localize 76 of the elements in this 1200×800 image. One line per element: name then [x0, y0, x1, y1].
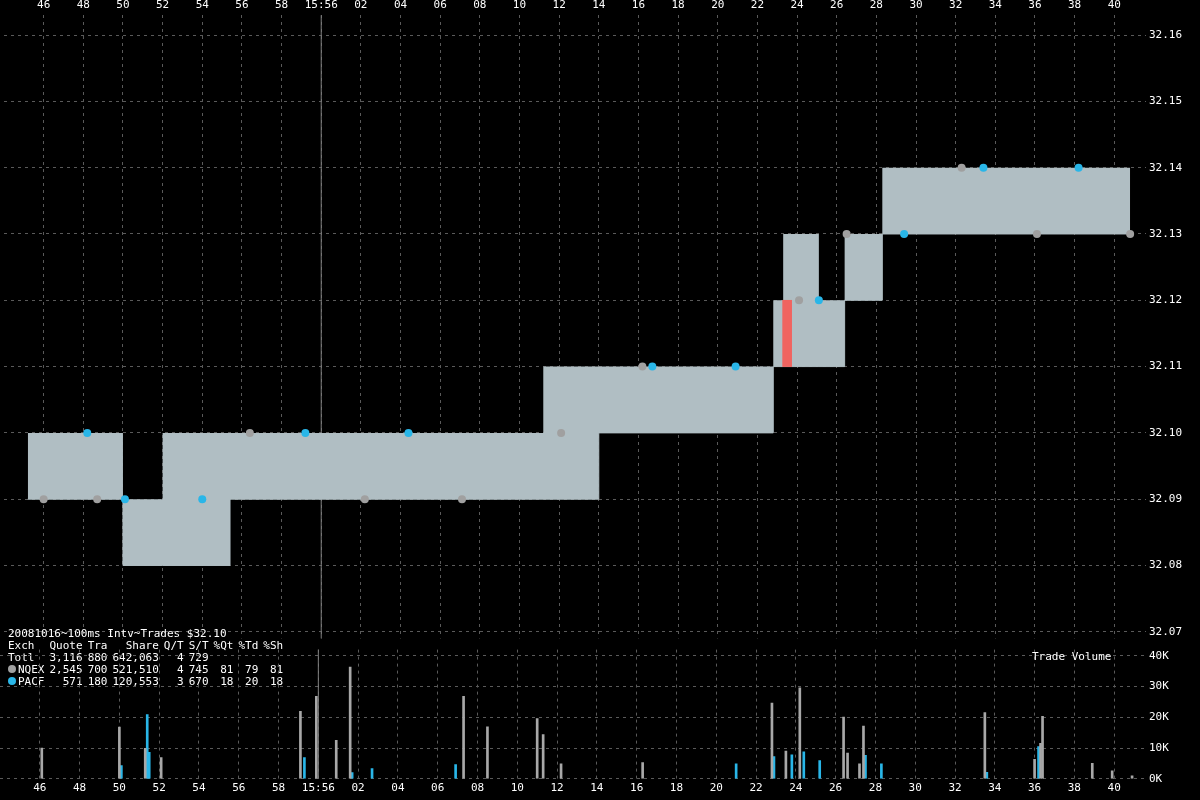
- x-tick-label: 10: [512, 0, 527, 12]
- x-tick-label: 20: [711, 0, 725, 12]
- x-tick-label: 18: [671, 0, 685, 12]
- annotation: Trade Volume: [1032, 650, 1112, 663]
- x-tick-label: 50: [112, 781, 126, 795]
- x-tick-label: 26: [829, 781, 843, 795]
- x-tick-label: 54: [192, 781, 206, 795]
- x-tick-label: 58: [274, 0, 289, 12]
- x-tick-label: 02: [354, 0, 368, 12]
- x-tick-label: 40: [1107, 781, 1121, 795]
- x-tick-label: 26: [830, 0, 844, 12]
- x-tick-label: 48: [76, 0, 90, 12]
- x-tick-label: 58: [271, 781, 286, 795]
- x-tick-label: 10: [510, 781, 524, 795]
- legend-label: NQEX: [17, 663, 45, 676]
- annotation: 20081016~100ms Intv~Trades $32.10: [8, 627, 228, 640]
- x-tick-label: 30: [909, 0, 923, 12]
- y-tick-label: 0K: [1149, 771, 1163, 785]
- y-tick-label: 32.10: [1149, 425, 1183, 439]
- x-tick-label: 40: [1107, 0, 1121, 12]
- x-tick-label: 30: [908, 781, 922, 795]
- y-tick-label: 32.15: [1149, 94, 1183, 108]
- x-tick-label: 04: [391, 781, 405, 795]
- y-tick-label: 40K: [1149, 648, 1170, 662]
- y-tick-label: 30K: [1149, 679, 1170, 693]
- x-tick-label: 15:56: [304, 0, 338, 12]
- x-tick-label: 12: [550, 781, 564, 795]
- y-tick-label: 32.09: [1149, 492, 1183, 506]
- x-tick-label: 46: [37, 0, 51, 12]
- x-tick-label: 28: [868, 781, 883, 795]
- y-tick-label: 32.12: [1149, 293, 1183, 307]
- y-tick-label: 32.07: [1149, 624, 1183, 638]
- x-tick-label: 08: [473, 0, 487, 12]
- y-tick-label: 32.14: [1149, 160, 1183, 174]
- x-tick-label: 04: [393, 0, 408, 12]
- x-tick-label: 34: [988, 0, 1003, 12]
- x-tick-label: 32: [948, 781, 962, 795]
- x-tick-label: 56: [235, 0, 249, 12]
- y-tick-label: 32.08: [1149, 558, 1183, 572]
- x-tick-label: 22: [749, 781, 763, 795]
- x-tick-label: 46: [33, 781, 47, 795]
- x-tick-label: 22: [750, 0, 765, 12]
- x-tick-label: 52: [152, 781, 166, 795]
- x-tick-label: 06: [431, 781, 445, 795]
- x-tick-label: 52: [155, 0, 170, 12]
- y-tick-label: 32.11: [1149, 359, 1183, 373]
- y-tick-label: 32.13: [1149, 226, 1183, 240]
- y-tick-label: 20K: [1149, 710, 1170, 724]
- x-tick-label: 14: [592, 0, 606, 12]
- x-tick-label: 36: [1027, 781, 1042, 795]
- x-tick-label: 14: [590, 781, 604, 795]
- x-tick-label: 16: [631, 0, 646, 12]
- x-tick-label: 15:56: [301, 781, 335, 795]
- x-tick-label: 08: [470, 781, 485, 795]
- y-tick-label: 32.16: [1149, 27, 1183, 41]
- x-tick-label: 38: [1068, 0, 1082, 12]
- x-tick-label: 18: [669, 781, 684, 795]
- x-tick-label: 34: [988, 781, 1002, 795]
- text: Exch Quote Tra Share Q/T S/T %Qt %Td %Sh: [8, 639, 284, 652]
- x-tick-label: 02: [351, 781, 365, 795]
- y-tick-label: 10K: [1149, 740, 1170, 754]
- x-tick-label: 48: [72, 781, 87, 795]
- x-tick-label: 54: [195, 0, 210, 12]
- x-tick-label: 20: [709, 781, 723, 795]
- x-tick-label: 28: [869, 0, 883, 12]
- x-tick-label: 56: [232, 781, 246, 795]
- x-tick-label: 12: [552, 0, 566, 12]
- x-tick-label: 24: [789, 781, 803, 795]
- x-tick-label: 36: [1028, 0, 1042, 12]
- x-tick-label: 32: [949, 0, 963, 12]
- x-tick-label: 06: [433, 0, 447, 12]
- x-tick-label: 38: [1067, 781, 1081, 795]
- x-tick-label: 50: [116, 0, 130, 12]
- x-tick-label: 24: [790, 0, 805, 12]
- legend-label: PACF: [17, 675, 45, 688]
- x-tick-label: 16: [630, 781, 644, 795]
